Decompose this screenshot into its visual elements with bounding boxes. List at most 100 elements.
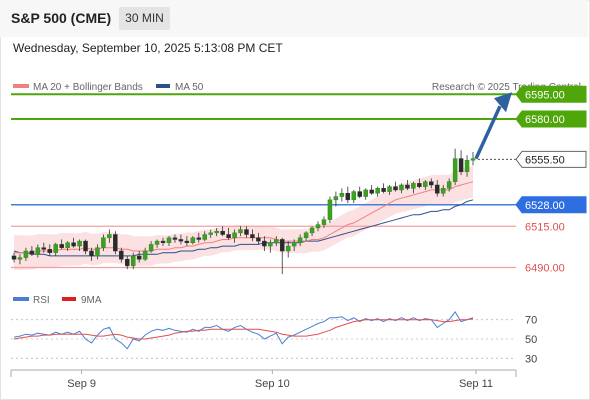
candle-body xyxy=(11,255,17,260)
candle xyxy=(411,181,416,194)
candle xyxy=(339,188,345,202)
candle-body xyxy=(29,250,35,255)
candle-body xyxy=(417,183,422,187)
candle-body xyxy=(262,240,267,247)
candle-body xyxy=(345,193,351,201)
candle-body xyxy=(429,181,434,186)
candle-body xyxy=(291,242,297,247)
candle-body xyxy=(434,184,440,194)
candle xyxy=(53,242,58,256)
candle xyxy=(434,180,440,197)
candle-body xyxy=(107,234,112,239)
candle-body xyxy=(297,237,303,244)
candle-body xyxy=(23,250,29,258)
candle-body xyxy=(65,242,70,248)
candle-body xyxy=(53,244,58,253)
candle-body xyxy=(166,237,172,244)
header-bar: S&P 500 (CME) 30 MIN xyxy=(0,0,588,37)
candle xyxy=(47,244,53,256)
candle-body xyxy=(136,255,142,260)
candle xyxy=(244,226,249,238)
candle xyxy=(148,241,154,253)
candle-body xyxy=(214,230,219,234)
candle xyxy=(214,227,219,237)
ma9-legend-label: 9MA xyxy=(81,295,102,306)
candle-body xyxy=(113,234,118,252)
candle-body xyxy=(411,183,416,189)
ma50-legend-label: MA 50 xyxy=(175,82,204,93)
candle xyxy=(262,236,267,251)
candle xyxy=(196,232,202,243)
candle-body xyxy=(190,237,196,244)
timeframe-button[interactable]: 30 MIN xyxy=(119,7,170,30)
rsi-ma9-line xyxy=(13,318,474,340)
candle-body xyxy=(327,199,333,220)
candle xyxy=(381,183,386,194)
candle xyxy=(291,239,297,251)
price-label-target: 6595.00 xyxy=(525,89,565,101)
price-label-support: 6490.00 xyxy=(525,263,565,275)
candle xyxy=(11,252,17,263)
candle xyxy=(17,254,23,265)
candle xyxy=(333,191,339,207)
candle xyxy=(59,239,64,250)
candle-body xyxy=(470,158,476,161)
candle-body xyxy=(268,242,273,247)
candle xyxy=(220,226,225,237)
candle-body xyxy=(184,240,190,244)
candle-body xyxy=(452,158,458,182)
candle-body xyxy=(41,247,47,250)
candle xyxy=(423,180,428,190)
candle-body xyxy=(196,237,202,240)
candle-body xyxy=(375,188,380,194)
ma20-legend-swatch xyxy=(13,84,29,88)
candle-body xyxy=(244,229,249,235)
candle xyxy=(29,246,35,256)
candle-body xyxy=(351,191,357,201)
candle xyxy=(399,183,404,194)
rsi-legend-label: RSI xyxy=(33,295,50,306)
candle xyxy=(142,247,148,261)
candle xyxy=(464,155,470,177)
rsi-legend-swatch xyxy=(13,297,29,301)
candle xyxy=(65,241,70,251)
price-label-box xyxy=(515,110,587,128)
candle-body xyxy=(440,188,446,194)
candle xyxy=(351,189,357,204)
candle xyxy=(309,226,315,237)
candle-body xyxy=(178,239,184,242)
candle-body xyxy=(303,232,309,239)
candle-body xyxy=(315,224,321,229)
candle xyxy=(446,178,452,192)
candle-body xyxy=(369,189,374,194)
bollinger-legend-label: MA 20 + Bollinger Bands xyxy=(33,82,143,93)
candle xyxy=(160,237,166,247)
candle xyxy=(345,186,351,204)
candle-body xyxy=(285,245,291,252)
candle xyxy=(172,234,178,243)
candle xyxy=(89,247,94,261)
candle xyxy=(375,186,380,197)
rsi-line xyxy=(13,311,474,350)
candle xyxy=(417,178,422,189)
price-label-box xyxy=(515,150,587,168)
candle xyxy=(136,251,142,263)
candle-body xyxy=(226,234,231,239)
candle-body xyxy=(83,240,88,252)
candle-body xyxy=(59,244,64,248)
candle-body xyxy=(339,193,345,197)
candle-body xyxy=(95,247,100,257)
ma20-line xyxy=(14,181,474,254)
candle xyxy=(429,178,434,189)
candle-body xyxy=(17,257,23,260)
candle xyxy=(83,239,88,255)
timestamp: Wednesday, September 10, 2025 5:13:08 PM… xyxy=(13,41,283,55)
candle xyxy=(369,185,374,195)
candle-body xyxy=(202,234,208,240)
candle xyxy=(178,234,184,245)
candle-body xyxy=(208,232,213,235)
ma9-legend-swatch xyxy=(62,297,76,301)
price-label-last: 6555.50 xyxy=(525,154,565,166)
candle-body xyxy=(464,160,470,173)
candle xyxy=(119,247,124,263)
